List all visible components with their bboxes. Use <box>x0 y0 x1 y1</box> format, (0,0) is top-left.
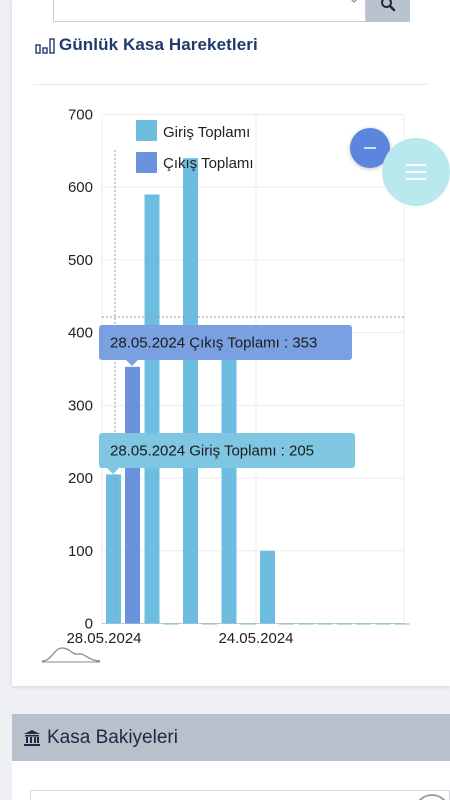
legend-swatch-giris <box>136 120 157 141</box>
bar-giris <box>183 158 198 624</box>
y-tick-label: 300 <box>68 397 93 414</box>
legend-swatch-cikis <box>136 152 157 173</box>
bar-cikis <box>125 366 140 624</box>
y-tick-label: 0 <box>85 616 93 633</box>
bar-cikis <box>240 623 256 625</box>
bar-giris <box>375 623 391 625</box>
balances-card-header: Kasa Bakiyeleri <box>12 714 450 761</box>
daily-cash-chart: 0 100 200 300 400 500 600 700 28.05.2024 24.05.20… <box>41 107 410 663</box>
menu-button[interactable] <box>382 138 450 206</box>
header-divider <box>33 84 428 85</box>
bar-giris <box>298 623 314 625</box>
balances-select[interactable] <box>30 790 450 800</box>
balances-title: Kasa Bakiyeleri <box>47 726 178 748</box>
y-tick-label: 400 <box>68 325 93 342</box>
bar-cikis <box>202 623 217 625</box>
tooltip-box <box>99 433 355 468</box>
x-tick-label: 24.05.2024 <box>218 630 293 647</box>
card-header: Günlük Kasa Hareketleri <box>35 33 258 57</box>
search-icon <box>381 0 396 12</box>
tooltip-text: 28.05.2024 Çıkış Toplamı : 353 <box>110 335 317 352</box>
bar-giris <box>221 358 237 624</box>
page-title: Günlük Kasa Hareketleri <box>59 35 258 54</box>
y-tick-label: 500 <box>68 252 93 269</box>
bank-icon <box>24 729 40 746</box>
chevron-down-icon <box>351 0 357 3</box>
legend-label-giris: Giriş Toplamı <box>163 124 250 141</box>
tooltip-text: 28.05.2024 Giriş Toplamı : 205 <box>110 443 314 460</box>
period-select[interactable] <box>53 0 366 22</box>
y-tick-label: 200 <box>68 470 93 487</box>
bar-giris <box>337 623 352 625</box>
minus-icon <box>364 147 376 149</box>
bar-giris <box>260 550 275 624</box>
bar-cikis <box>279 623 294 625</box>
legend-label-cikis: Çıkış Toplamı <box>163 155 254 172</box>
tooltip-box <box>99 325 352 360</box>
range-selector-icon <box>41 647 101 662</box>
y-tick-label: 100 <box>68 543 93 560</box>
bar-chart-icon <box>35 38 55 54</box>
bar-giris <box>106 474 121 624</box>
bar-cikis <box>394 623 410 625</box>
bar-cikis <box>317 623 333 625</box>
y-tick-label: 700 <box>68 107 93 124</box>
tooltip-arrow <box>126 360 138 366</box>
bar-cikis <box>356 623 371 625</box>
bar-cikis <box>163 623 179 625</box>
search-button[interactable] <box>366 0 410 22</box>
tooltip-arrow <box>107 468 119 474</box>
y-tick-label: 600 <box>68 179 93 196</box>
x-tick-label: 28.05.2024 <box>66 630 141 647</box>
bar-giris <box>144 194 160 624</box>
